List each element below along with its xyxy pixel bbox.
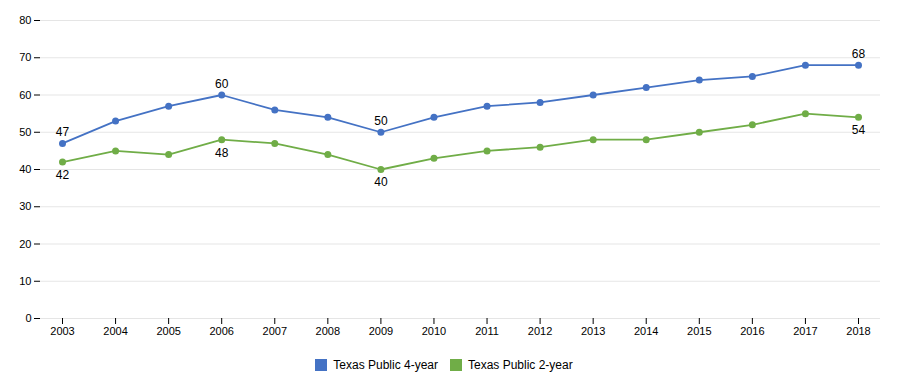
svg-text:10: 10 (19, 275, 31, 287)
svg-text:2008: 2008 (316, 325, 340, 337)
svg-text:30: 30 (19, 200, 31, 212)
svg-text:2011: 2011 (475, 325, 499, 337)
svg-text:2004: 2004 (103, 325, 127, 337)
svg-text:48: 48 (215, 146, 229, 160)
html-text:Texas Public 4-year: Texas Public 4-year (333, 357, 438, 372)
html-text:Texas Public 2-year: Texas Public 2-year (468, 357, 573, 372)
svg-text:80: 80 (19, 14, 31, 26)
svg-text:42: 42 (56, 168, 70, 182)
svg-text:2018: 2018 (846, 325, 870, 337)
svg-text:60: 60 (215, 77, 229, 91)
svg-text:68: 68 (852, 47, 866, 61)
svg-text:2003: 2003 (50, 325, 74, 337)
svg-text:2016: 2016 (740, 325, 764, 337)
svg-text:60: 60 (19, 89, 31, 101)
svg-text:2009: 2009 (369, 325, 393, 337)
svg-text:40: 40 (374, 175, 388, 189)
svg-text:20: 20 (19, 238, 31, 250)
svg-text:2005: 2005 (156, 325, 180, 337)
svg-text:2013: 2013 (581, 325, 605, 337)
svg-text:2014: 2014 (634, 325, 658, 337)
svg-text:40: 40 (19, 163, 31, 175)
svg-text:50: 50 (374, 114, 388, 128)
svg-text:50: 50 (19, 126, 31, 138)
svg-text:2017: 2017 (793, 325, 817, 337)
svg-text:2010: 2010 (422, 325, 446, 337)
svg-text:47: 47 (56, 125, 70, 139)
svg-text:54: 54 (852, 123, 866, 137)
svg-text:70: 70 (19, 51, 31, 63)
svg-text:0: 0 (25, 312, 31, 324)
svg-text:2007: 2007 (263, 325, 287, 337)
svg-text:2012: 2012 (528, 325, 552, 337)
svg-text:2015: 2015 (687, 325, 711, 337)
svg-text:2006: 2006 (209, 325, 233, 337)
